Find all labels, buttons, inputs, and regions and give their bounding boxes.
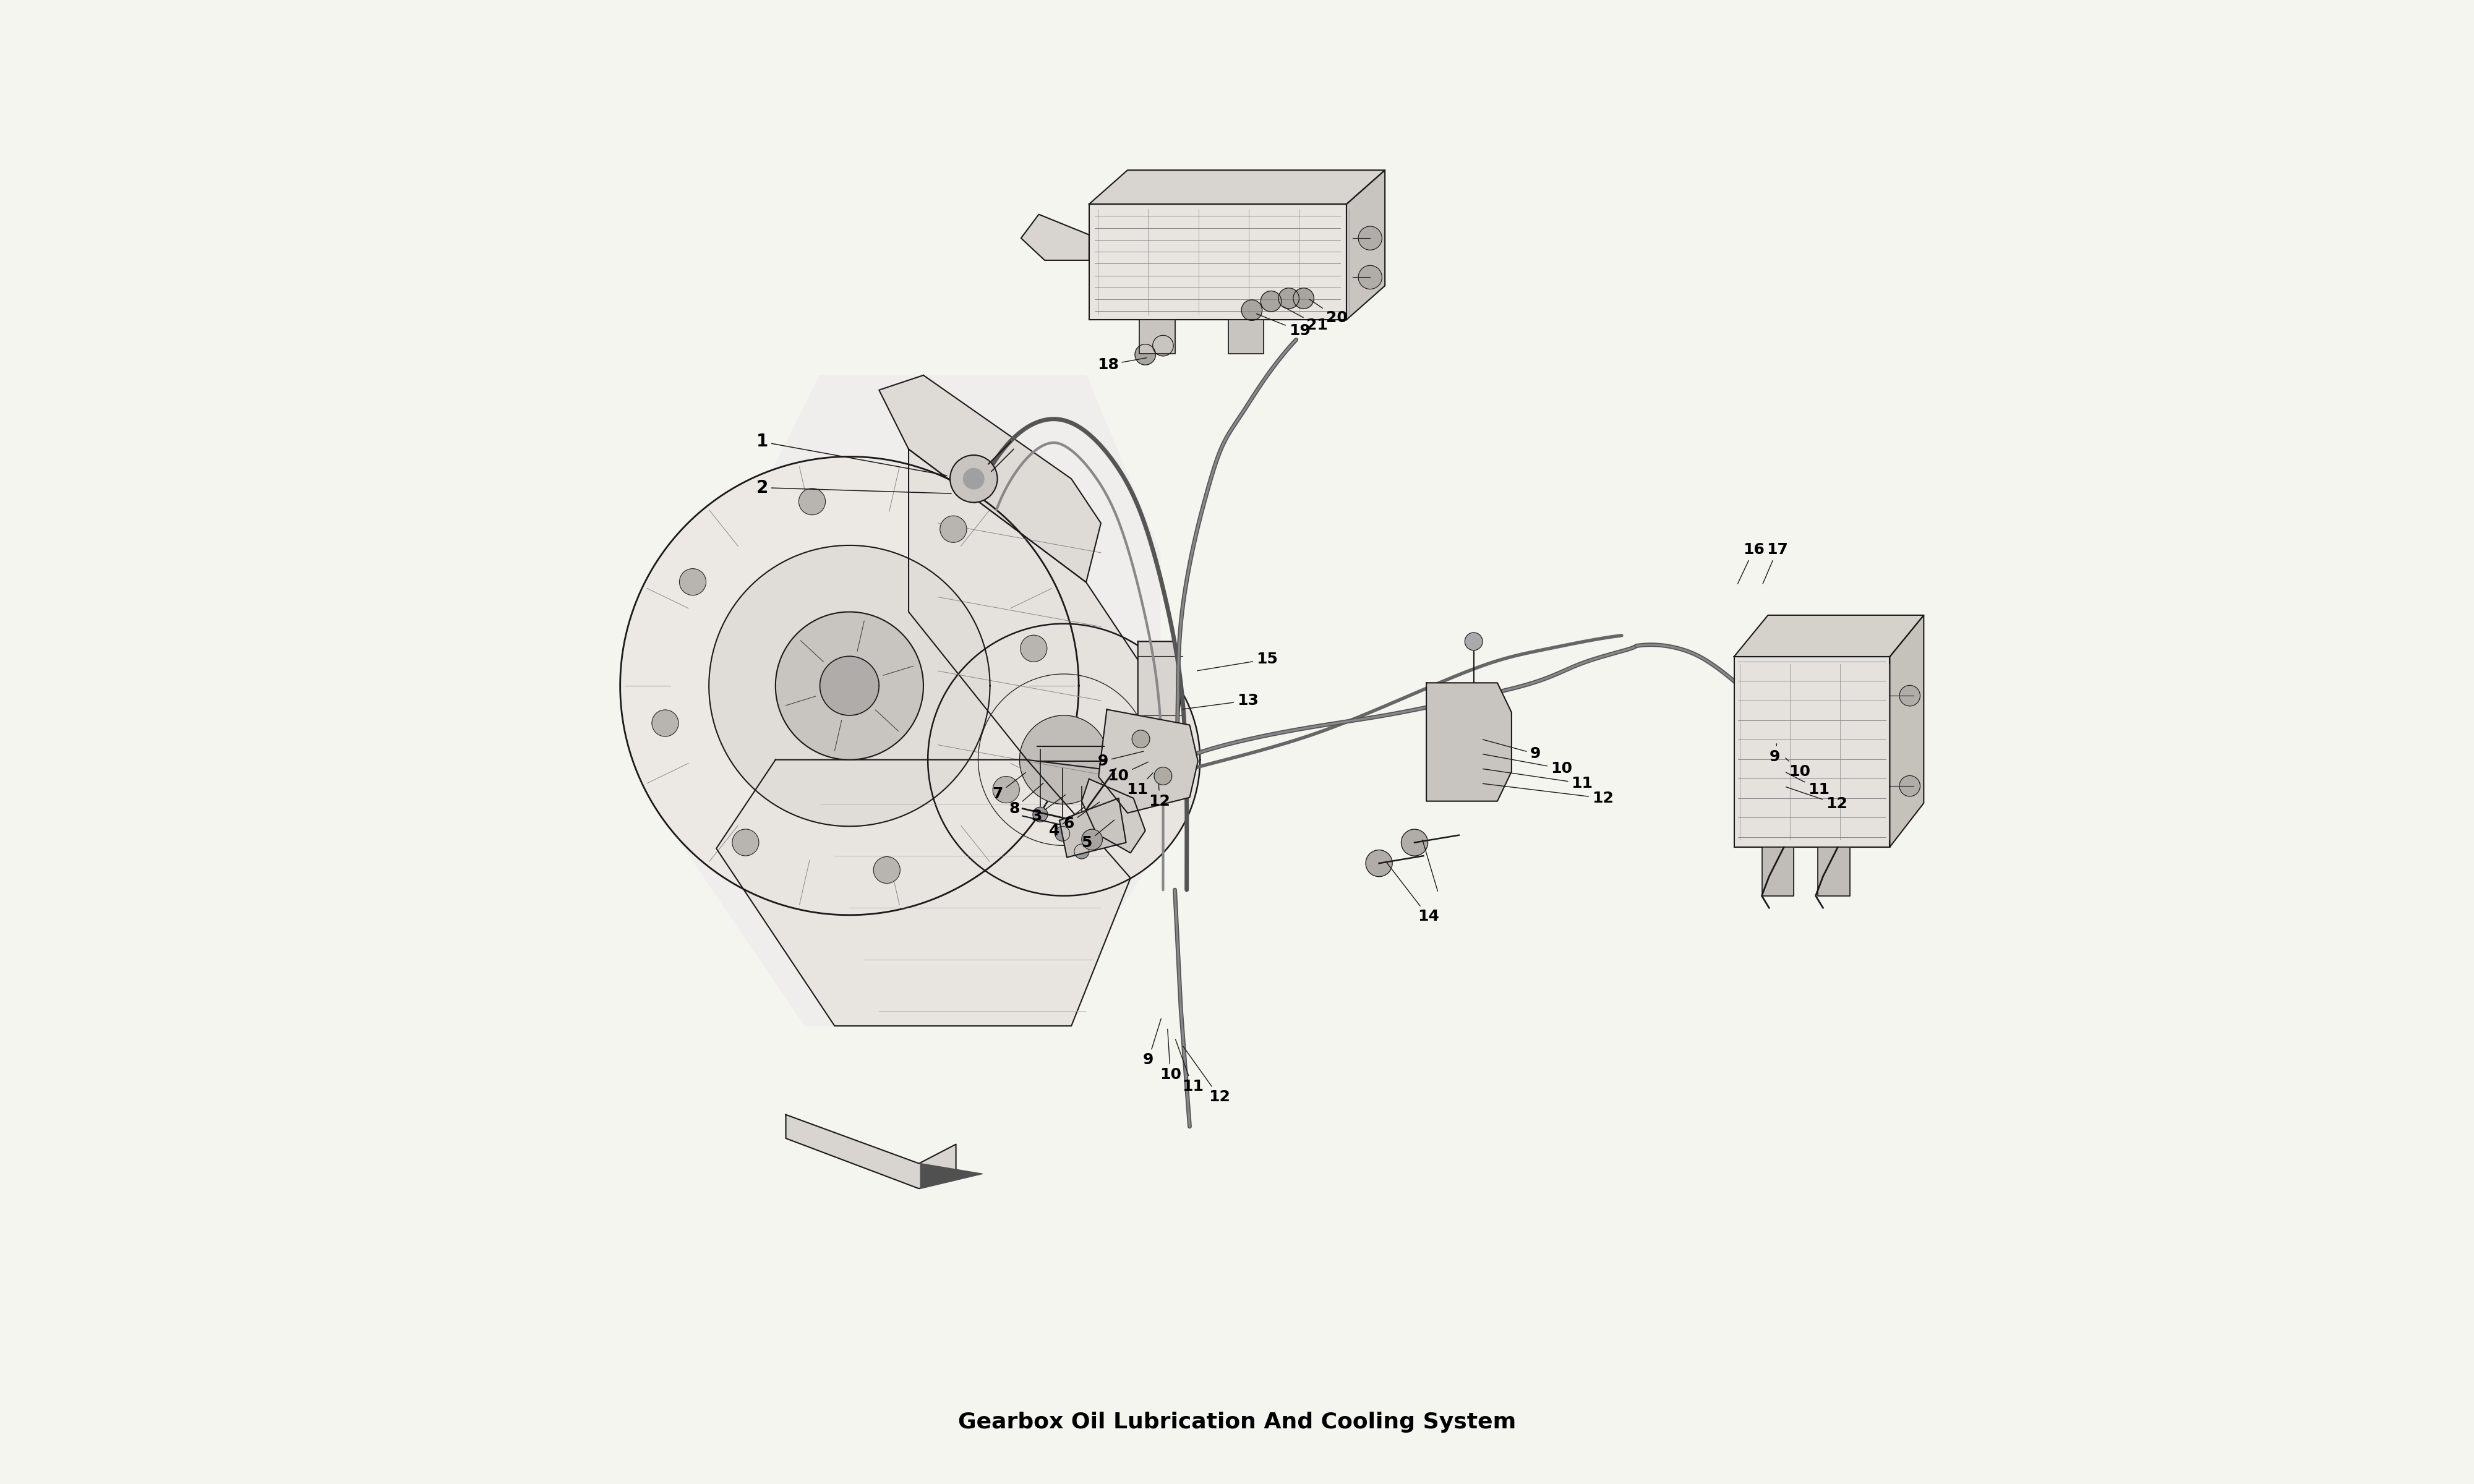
Circle shape	[1900, 776, 1920, 797]
Polygon shape	[1734, 616, 1925, 657]
Circle shape	[1054, 827, 1069, 841]
Circle shape	[1019, 635, 1047, 662]
Polygon shape	[1427, 683, 1512, 801]
Polygon shape	[1081, 779, 1145, 853]
Circle shape	[1358, 266, 1383, 289]
Circle shape	[1900, 686, 1920, 706]
Circle shape	[962, 469, 985, 490]
Text: 19: 19	[1257, 313, 1311, 338]
Polygon shape	[878, 375, 1101, 582]
Polygon shape	[928, 623, 1200, 896]
Polygon shape	[1734, 657, 1890, 847]
Text: 12: 12	[1183, 1046, 1230, 1104]
Polygon shape	[621, 457, 1079, 916]
Polygon shape	[908, 450, 1145, 775]
Text: 10: 10	[1160, 1028, 1180, 1082]
Circle shape	[1465, 632, 1482, 650]
Text: 2: 2	[757, 479, 952, 496]
Polygon shape	[1089, 205, 1346, 319]
Text: 16: 16	[1737, 542, 1764, 583]
Text: 3: 3	[1032, 795, 1066, 824]
Text: 12: 12	[1482, 784, 1613, 806]
Circle shape	[680, 568, 705, 595]
Polygon shape	[1019, 715, 1108, 804]
Polygon shape	[1227, 319, 1264, 353]
Circle shape	[940, 516, 967, 543]
Polygon shape	[1890, 616, 1925, 847]
Circle shape	[1153, 335, 1173, 356]
Circle shape	[1136, 344, 1155, 365]
Polygon shape	[774, 611, 923, 760]
Text: 11: 11	[1175, 1039, 1202, 1094]
Text: 4: 4	[1049, 807, 1084, 838]
Polygon shape	[1098, 709, 1197, 813]
Circle shape	[873, 856, 901, 883]
Polygon shape	[920, 1163, 982, 1189]
Circle shape	[1279, 288, 1299, 309]
Text: 9: 9	[1098, 751, 1143, 769]
Circle shape	[1262, 291, 1282, 312]
Text: 12: 12	[1148, 784, 1170, 809]
Polygon shape	[787, 1114, 955, 1189]
Circle shape	[1366, 850, 1393, 877]
Circle shape	[1358, 227, 1383, 249]
Text: 7: 7	[992, 773, 1027, 801]
Text: 20: 20	[1309, 300, 1348, 325]
Text: 17: 17	[1764, 542, 1789, 583]
Circle shape	[732, 830, 760, 856]
Text: 8: 8	[1009, 784, 1044, 816]
Polygon shape	[819, 656, 878, 715]
Polygon shape	[717, 760, 1131, 1025]
Circle shape	[799, 488, 826, 515]
Text: 11: 11	[1126, 773, 1153, 797]
Circle shape	[1074, 844, 1089, 859]
Text: 6: 6	[1064, 803, 1098, 831]
Text: 18: 18	[1096, 358, 1145, 372]
Circle shape	[1294, 288, 1314, 309]
Polygon shape	[1089, 171, 1385, 205]
Text: Gearbox Oil Lubrication And Cooling System: Gearbox Oil Lubrication And Cooling Syst…	[957, 1411, 1517, 1432]
Polygon shape	[1818, 847, 1851, 896]
Polygon shape	[1346, 171, 1385, 319]
Circle shape	[1155, 767, 1173, 785]
Polygon shape	[1138, 641, 1183, 745]
Polygon shape	[1761, 847, 1794, 896]
Text: 13: 13	[1183, 693, 1259, 709]
Text: 9: 9	[1143, 1018, 1160, 1067]
Text: 11: 11	[1482, 769, 1593, 791]
Circle shape	[1133, 730, 1150, 748]
Polygon shape	[1022, 214, 1089, 260]
Circle shape	[651, 709, 678, 736]
Text: 10: 10	[1786, 758, 1811, 779]
Text: 15: 15	[1197, 651, 1277, 671]
Text: 5: 5	[1081, 821, 1113, 850]
Circle shape	[1081, 830, 1103, 850]
Text: 10: 10	[1482, 754, 1573, 776]
Circle shape	[1032, 807, 1047, 822]
Polygon shape	[710, 545, 990, 827]
Polygon shape	[1141, 319, 1175, 353]
Text: 11: 11	[1786, 772, 1831, 797]
Text: 9: 9	[1769, 743, 1781, 764]
Text: 21: 21	[1284, 307, 1329, 332]
Text: 10: 10	[1108, 761, 1148, 784]
Text: 14: 14	[1385, 862, 1440, 925]
Text: 1: 1	[757, 433, 948, 475]
Polygon shape	[666, 375, 1160, 1025]
Circle shape	[992, 776, 1019, 803]
Polygon shape	[1059, 798, 1126, 858]
Circle shape	[1400, 830, 1427, 856]
Circle shape	[1242, 300, 1262, 321]
Text: 12: 12	[1786, 787, 1848, 812]
Circle shape	[950, 456, 997, 503]
Text: 9: 9	[1482, 739, 1541, 761]
